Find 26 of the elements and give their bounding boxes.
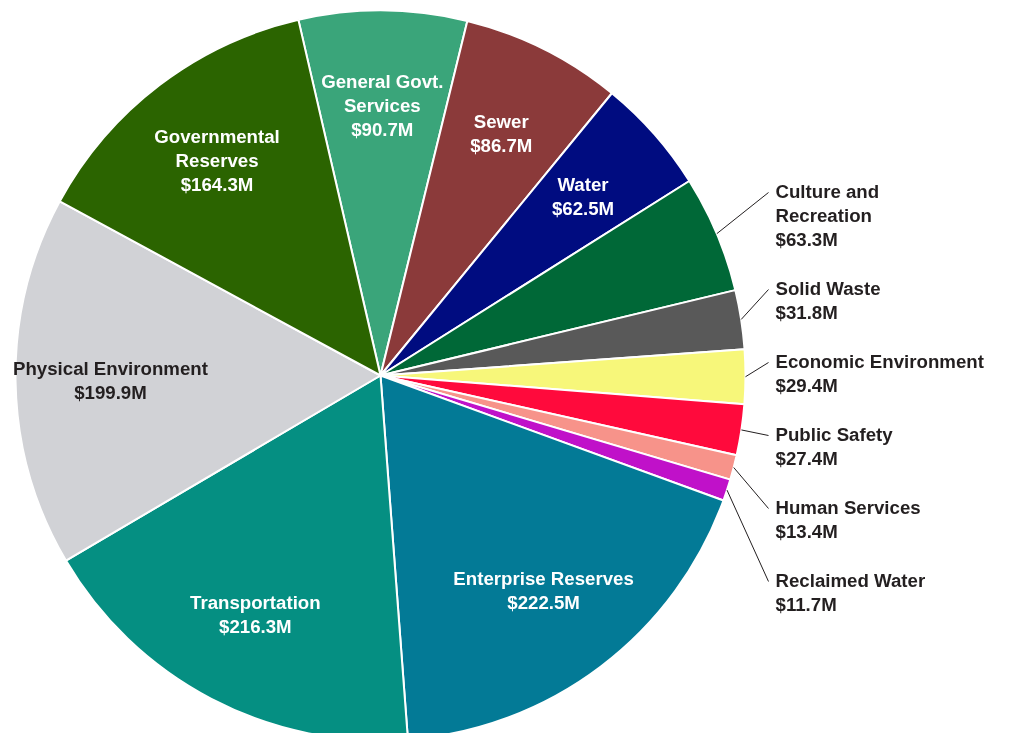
data-label: $29.4M — [775, 374, 838, 396]
slice-label: Enterprise Reserves — [453, 568, 634, 590]
slice-label: Public Safety — [775, 423, 894, 445]
data-label: $31.8M — [775, 301, 838, 323]
data-label: $13.4M — [775, 520, 838, 542]
slice-label: Culture and Recreation — [775, 180, 880, 226]
data-label: $164.3M — [180, 174, 254, 196]
slice-label: Human Services — [775, 496, 921, 518]
slice-label: Water — [557, 174, 609, 196]
slice-label: Transportation — [190, 592, 321, 614]
data-label: $62.5M — [551, 198, 615, 220]
data-label: $90.7M — [351, 119, 414, 141]
data-label: $199.9M — [74, 381, 147, 403]
data-label: $27.4M — [775, 447, 838, 469]
slice-label: Physical Environment — [12, 357, 208, 379]
slice-label: General Govt. Services — [321, 70, 444, 116]
slice-label: Economic Environment — [775, 350, 984, 372]
data-label: $86.7M — [470, 135, 533, 157]
data-label: $222.5M — [507, 592, 580, 614]
data-label: $63.3M — [775, 228, 838, 250]
slice-label: Sewer — [473, 111, 529, 133]
data-label: $11.7M — [775, 593, 837, 615]
slice-label: Governmental Reserves — [154, 125, 280, 171]
data-label: $216.3M — [219, 616, 292, 638]
slice-label: Reclaimed Water — [775, 569, 926, 591]
slice-label: Solid Waste — [775, 277, 881, 299]
